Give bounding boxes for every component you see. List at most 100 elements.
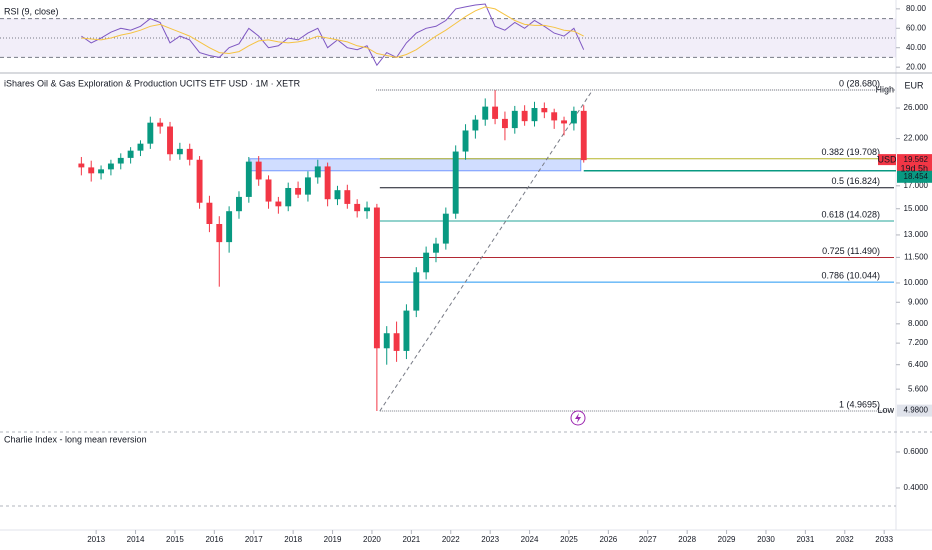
price-tag-label: 19.562 xyxy=(904,155,929,164)
fib-label: 1 (4.9695) xyxy=(839,399,880,409)
y-tick-label: 5.600 xyxy=(908,384,929,393)
countdown: 19d 5h xyxy=(900,163,928,173)
x-tick-label: 2027 xyxy=(639,535,657,544)
x-tick-label: 2025 xyxy=(560,535,578,544)
candle-body xyxy=(364,207,370,212)
candle-body xyxy=(117,157,124,164)
candle-body xyxy=(403,310,410,351)
candle-body xyxy=(314,166,321,178)
x-tick-label: 2029 xyxy=(718,535,736,544)
rsi-title: RSI (9, close) xyxy=(4,6,59,16)
candle-body xyxy=(482,106,489,120)
candle-body xyxy=(196,159,203,203)
fib-label: 0.382 (19.708) xyxy=(821,147,880,157)
fib-label: 0 (28.680) xyxy=(839,78,880,88)
fib-label: 0.5 (16.824) xyxy=(831,176,880,186)
candle-body xyxy=(531,108,538,122)
time-axis: 2013 2014 2015 2016 2017 2018 2019 2020 2021 2022… xyxy=(87,530,894,544)
candle-body xyxy=(206,202,213,225)
candle-body xyxy=(521,110,528,122)
candle-body xyxy=(176,148,183,155)
charlie-title: Charlie Index - long mean reversion xyxy=(4,434,147,444)
extreme-name: High xyxy=(875,84,894,94)
candle-body xyxy=(423,252,430,273)
price-tag xyxy=(897,154,932,175)
candle-body xyxy=(433,243,439,253)
x-tick-label: 2017 xyxy=(245,535,263,544)
candle-body xyxy=(334,190,341,200)
x-tick-label: 2033 xyxy=(875,535,893,544)
candle-body xyxy=(186,148,193,160)
candle-body xyxy=(324,166,331,200)
candle-body xyxy=(442,213,449,244)
y-tick-label: 0.4000 xyxy=(904,483,929,492)
candle-body xyxy=(147,122,154,144)
trend-line xyxy=(379,89,594,412)
y-tick-label: 15.000 xyxy=(904,204,929,213)
candle-body xyxy=(137,143,144,151)
x-tick-label: 2022 xyxy=(442,535,460,544)
candle-body xyxy=(216,224,223,243)
price-pane: 26.000 22.000 17.000 15.000 13.000 11.500 10.0… xyxy=(78,78,932,417)
x-tick-label: 2016 xyxy=(205,535,223,544)
candle-body xyxy=(511,110,518,129)
candle-body xyxy=(88,167,95,174)
price-tag-label: 18.454 xyxy=(904,172,929,181)
y-tick-label: 17.000 xyxy=(904,181,929,190)
fib-label: 0.618 (14.028) xyxy=(821,209,880,219)
x-tick-label: 2028 xyxy=(678,535,696,544)
quote-tag xyxy=(878,154,896,166)
chart-title: iShares Oil & Gas Exploration & Producti… xyxy=(4,78,301,88)
y-tick-label: 26.000 xyxy=(904,103,929,112)
candle-body xyxy=(551,112,558,121)
charlie-pane: 0.6000 0.4000 xyxy=(896,447,929,492)
x-tick-label: 2024 xyxy=(521,535,539,544)
rsi-line xyxy=(81,6,584,58)
price-tag xyxy=(897,170,932,183)
y-tick-label: 40.00 xyxy=(906,43,927,52)
candle-body xyxy=(452,151,459,214)
extreme-name: Low xyxy=(877,405,894,415)
candle-body xyxy=(265,179,272,202)
y-tick-label: 8.000 xyxy=(908,319,929,328)
extreme-label: 4.9800 xyxy=(904,406,929,415)
rsi-line xyxy=(81,3,585,67)
y-tick-label: 60.00 xyxy=(906,23,927,32)
x-tick-label: 2032 xyxy=(836,535,854,544)
candle-body xyxy=(157,122,164,127)
candle-body xyxy=(344,190,351,204)
candle-body xyxy=(255,161,262,180)
x-tick-label: 2021 xyxy=(402,535,420,544)
x-tick-label: 2023 xyxy=(481,535,499,544)
x-tick-label: 2014 xyxy=(127,535,145,544)
candle-body xyxy=(226,211,233,243)
candle-body xyxy=(492,106,499,119)
candle-body xyxy=(236,196,242,212)
quote: USD xyxy=(877,154,897,164)
candle-body xyxy=(501,118,508,129)
y-tick-label: 20.00 xyxy=(906,62,927,71)
candle-body xyxy=(107,163,114,170)
candle-body xyxy=(570,110,577,124)
candle-body xyxy=(413,272,420,311)
candle-body xyxy=(304,177,311,195)
x-tick-label: 2015 xyxy=(166,535,184,544)
y-tick-label: 10.000 xyxy=(904,278,929,287)
y-tick-label: 80.00 xyxy=(906,4,927,13)
x-tick-label: 2031 xyxy=(796,535,814,544)
y-tick-label: 7.200 xyxy=(908,338,929,347)
rsi-pane: 80.00 60.00 40.00 20.00 xyxy=(0,3,927,71)
x-tick-label: 2020 xyxy=(363,535,381,544)
zone xyxy=(249,158,582,172)
candle-body xyxy=(354,203,361,212)
x-tick-label: 2026 xyxy=(599,535,617,544)
extreme-tag xyxy=(897,404,932,417)
candle-body xyxy=(78,163,85,168)
x-tick-label: 2019 xyxy=(324,535,342,544)
fib-label: 0.725 (11.490) xyxy=(822,246,880,256)
candle-body xyxy=(98,169,105,174)
candle-body xyxy=(472,119,479,131)
candle-body xyxy=(462,130,469,152)
candle-body xyxy=(127,150,134,158)
